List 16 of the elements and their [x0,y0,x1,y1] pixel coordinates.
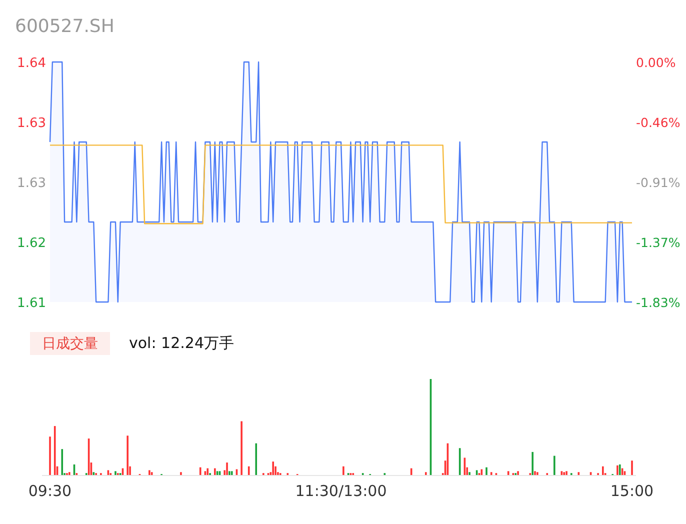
y2-tick-label: -1.83% [636,295,680,310]
y-tick-label: 1.63 [17,176,46,191]
y2-tick-label: -1.37% [636,235,680,250]
y-tick-label: 1.62 [17,236,46,251]
y-tick-label: 1.64 [17,56,46,71]
y2-tick-label: -0.91% [636,175,680,190]
y2-tick-label: -0.46% [636,115,680,130]
x-tick-label: 11:30/13:00 [295,482,387,500]
chart-title: 日成交量 [42,336,98,352]
chart-subtitle: vol: 12.24万手 [129,334,234,352]
y2-tick-label: 0.00% [636,55,676,70]
chart-title: 600527.SH [15,16,114,37]
x-tick-label: 15:00 [610,482,654,500]
y-tick-label: 1.63 [17,116,46,131]
x-tick-label: 09:30 [28,482,72,500]
y-tick-label: 1.61 [17,296,46,311]
